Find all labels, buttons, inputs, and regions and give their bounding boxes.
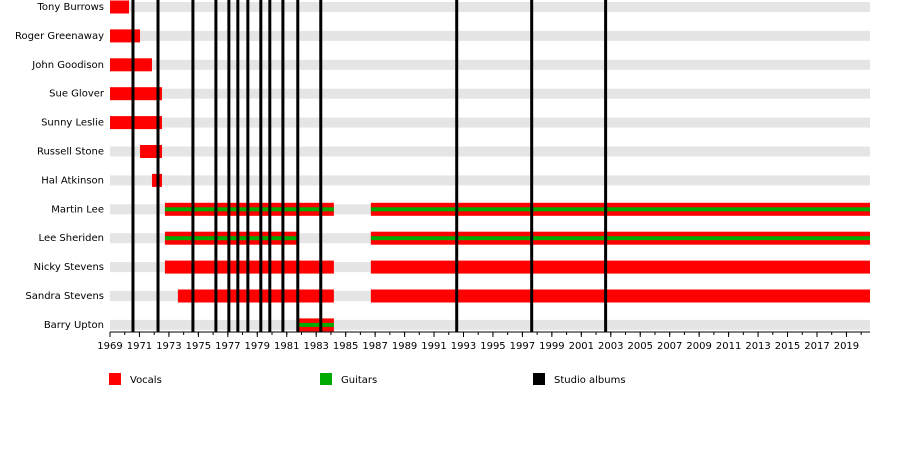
member-name: John Goodison [31,60,104,71]
member-name: Martin Lee [51,204,104,215]
member-name: Roger Greenaway [15,31,104,42]
x-tick-label: 1987 [362,341,387,352]
member-name: Sunny Leslie [41,118,104,129]
x-tick-label: 1993 [451,341,476,352]
x-tick-label: 1997 [510,341,535,352]
row-band [110,30,870,41]
x-tick-label: 2011 [716,341,741,352]
member-bar-stripe [164,236,299,241]
x-tick-label: 2009 [686,341,711,352]
x-tick-label: 1985 [333,341,358,352]
member-name: Lee Sheriden [39,233,104,244]
x-tick-label: 2001 [569,341,594,352]
x-tick-label: 2017 [804,341,829,352]
x-tick-label: 1991 [421,341,446,352]
member-name: Barry Upton [44,320,104,331]
legend-swatch [320,373,332,385]
row-band [110,319,870,330]
x-tick-label: 1975 [186,341,211,352]
member-bar [110,87,162,101]
x-tick-label: 2013 [745,341,770,352]
member-bar [140,145,162,158]
legend-label: Studio albums [554,375,626,386]
x-tick-label: 1989 [392,341,417,352]
member-name: Sandra Stevens [25,291,104,302]
member-bar [110,116,162,130]
x-tick-label: 1969 [97,341,122,352]
member-name: Russell Stone [37,147,104,158]
member-bar [110,29,141,43]
x-tick-label: 1995 [480,341,505,352]
x-tick-label: 1983 [303,341,328,352]
legend-label: Vocals [130,375,162,386]
row-band [110,175,870,186]
x-tick-label: 1999 [539,341,564,352]
member-bar [177,289,334,303]
x-tick-label: 1971 [127,341,152,352]
member-name: Tony Burrows [37,2,105,13]
member-bar [370,289,870,303]
x-tick-label: 1977 [215,341,240,352]
x-tick-label: 2019 [834,341,859,352]
x-tick-label: 1981 [274,341,299,352]
row-band [110,59,870,70]
x-tick-label: 2007 [657,341,682,352]
row-band [110,146,870,157]
legend-swatch [109,373,121,385]
row-band [110,2,870,12]
member-name: Sue Glover [49,89,105,100]
x-tick-label: 2015 [775,341,800,352]
member-name: Hal Atkinson [41,175,104,186]
member-bar [164,260,334,274]
member-bar-stripe [298,322,334,327]
member-name: Nicky Stevens [34,262,104,273]
legend-label: Guitars [341,375,377,386]
member-bar-stripe [370,207,870,212]
row-band [110,88,870,99]
member-bar [370,260,870,274]
member-bar [110,0,129,14]
row-band [110,117,870,128]
member-bar-stripe [370,236,870,241]
x-tick-label: 2005 [628,341,653,352]
x-tick-label: 1979 [245,341,270,352]
legend-swatch [533,373,545,385]
x-tick-label: 2003 [598,341,623,352]
x-tick-label: 1973 [156,341,181,352]
member-bar-stripe [164,207,334,212]
member-bar [110,58,152,72]
